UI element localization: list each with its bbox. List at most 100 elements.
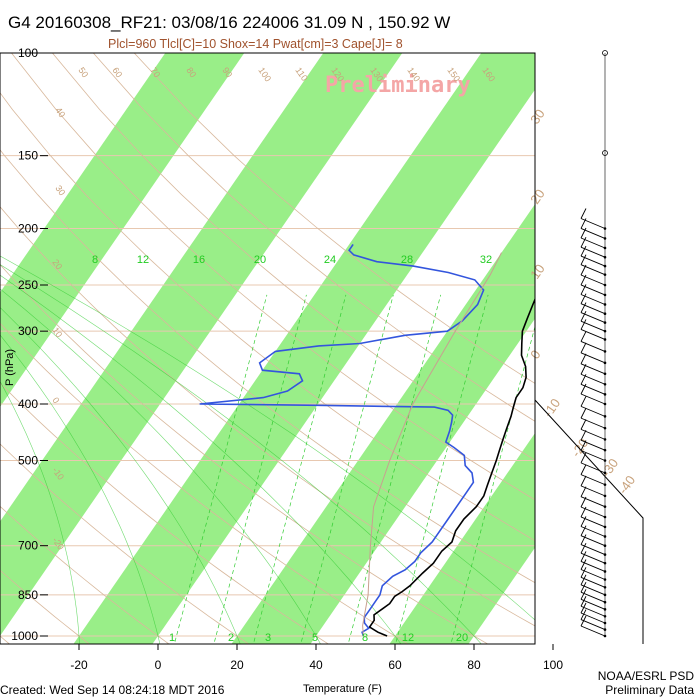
dry-adiabat-line	[52, 53, 535, 461]
dry-adiabat-side-label: 40	[53, 105, 67, 119]
dry-adiabat-side-label: 0	[50, 395, 61, 405]
wind-barb-flag	[580, 609, 587, 620]
wind-barb-base	[603, 614, 607, 618]
wind-barb	[580, 363, 606, 375]
dry-adiabat-line	[0, 443, 250, 644]
dewpoint-line	[199, 243, 485, 637]
wind-barb-base	[603, 505, 607, 508]
dry-adiabat-line	[93, 53, 535, 422]
wind-barb-base	[603, 372, 607, 376]
wind-barb-base	[603, 393, 607, 396]
wind-barb-flag	[580, 559, 587, 570]
y-tick-label: 300	[18, 324, 38, 338]
moist-adiabat-line	[0, 288, 321, 644]
x-tick-label: 20	[230, 658, 244, 672]
wind-barb	[580, 619, 606, 631]
dry-adiabat-side-label: 10	[50, 325, 64, 339]
wind-barb-base	[603, 382, 607, 386]
wind-barb-flag	[580, 331, 587, 342]
wind-barb-base	[603, 448, 607, 452]
wind-barb	[580, 516, 606, 528]
wind-barb-base	[603, 628, 607, 631]
wind-barb	[580, 544, 606, 555]
dry-adiabat-side-label: 30	[53, 183, 67, 197]
wind-barb-flag	[580, 227, 587, 239]
wind-barb-base	[603, 293, 607, 297]
wind-barb-base	[603, 535, 607, 538]
mixing-ratio-bottom-label: 5	[312, 632, 318, 644]
wind-barb	[580, 576, 606, 588]
mixing-ratio-lines	[174, 294, 535, 644]
wind-barb-flag	[580, 342, 587, 354]
y-axis-title: P (hPa)	[4, 349, 16, 386]
dry-adiabat-line	[0, 569, 90, 644]
y-tick-label: 100	[18, 46, 38, 60]
wind-barb-base	[603, 321, 607, 324]
wind-barb-base	[603, 426, 607, 430]
wind-barb-flag	[580, 525, 587, 536]
wind-barb-flag	[580, 534, 587, 545]
mixing-ratio-line	[347, 294, 442, 644]
wind-panel-outline	[534, 399, 644, 644]
dry-adiabat-side-label: 20	[50, 257, 64, 271]
wind-barb	[580, 218, 606, 229]
wind-barb	[580, 373, 606, 385]
mixing-ratio-label: 12	[137, 254, 149, 266]
dry-adiabat-line	[0, 92, 535, 542]
wind-barb-flag	[580, 589, 587, 600]
mixing-ratio-bottom-label: 3	[265, 632, 271, 644]
wind-barb-flag	[580, 452, 587, 464]
mixing-ratio-bottom-label: 1	[169, 632, 175, 644]
wind-barb-base	[603, 329, 607, 333]
mixing-ratio-bottom-label: 8	[362, 632, 368, 644]
dry-adiabats	[0, 53, 535, 644]
wind-barb-flag	[580, 284, 587, 295]
wind-barb-flag	[580, 245, 587, 257]
x-tick-label: 80	[467, 658, 481, 672]
wind-barb	[580, 450, 606, 461]
wind-barb	[580, 393, 606, 405]
wind-barb-base	[603, 471, 607, 475]
wind-barb-flag	[580, 574, 587, 586]
wind-barb-flag	[580, 596, 587, 607]
wind-barb	[580, 439, 606, 451]
mixing-ratio-line	[174, 294, 268, 644]
wind-barb-base	[603, 593, 607, 597]
wind-barb-base	[603, 494, 607, 498]
wind-barb	[580, 569, 606, 580]
credit-organization: NOAA/ESRL PSD	[598, 669, 695, 683]
isobar-lines	[0, 53, 535, 637]
wind-barb-base	[603, 608, 607, 611]
dry-adiabat-line	[0, 382, 330, 644]
wind-barb-base	[603, 415, 607, 418]
dry-adiabat-label: 60	[110, 65, 124, 79]
wind-barb-flag	[580, 254, 587, 265]
wind-barb-base	[603, 483, 607, 486]
wind-barb	[580, 274, 606, 286]
wind-barb	[580, 552, 606, 564]
wind-barb-base	[603, 570, 607, 573]
sounding-series	[199, 243, 535, 637]
wind-barb	[580, 584, 606, 596]
wind-barb	[580, 598, 606, 610]
wind-barb-flag	[580, 602, 587, 614]
y-tick-label: 150	[18, 149, 38, 163]
wind-barb-base	[603, 246, 607, 250]
mixing-ratio-line	[450, 325, 535, 644]
temperature-band	[389, 433, 535, 644]
wind-barb	[580, 228, 606, 239]
wind-barb	[580, 246, 606, 258]
dry-adiabat-line	[133, 53, 535, 384]
moist-adiabat-line	[0, 380, 80, 644]
parcel-line	[362, 252, 502, 637]
mixing-ratio-line	[253, 294, 347, 644]
moist-adiabat-line	[0, 334, 161, 644]
mixing-ratio-label: 8	[92, 254, 98, 266]
wind-barb-base	[603, 361, 607, 365]
wind-barb	[580, 526, 606, 537]
wind-barb-flag	[580, 208, 587, 219]
wind-barb-base	[603, 303, 607, 306]
